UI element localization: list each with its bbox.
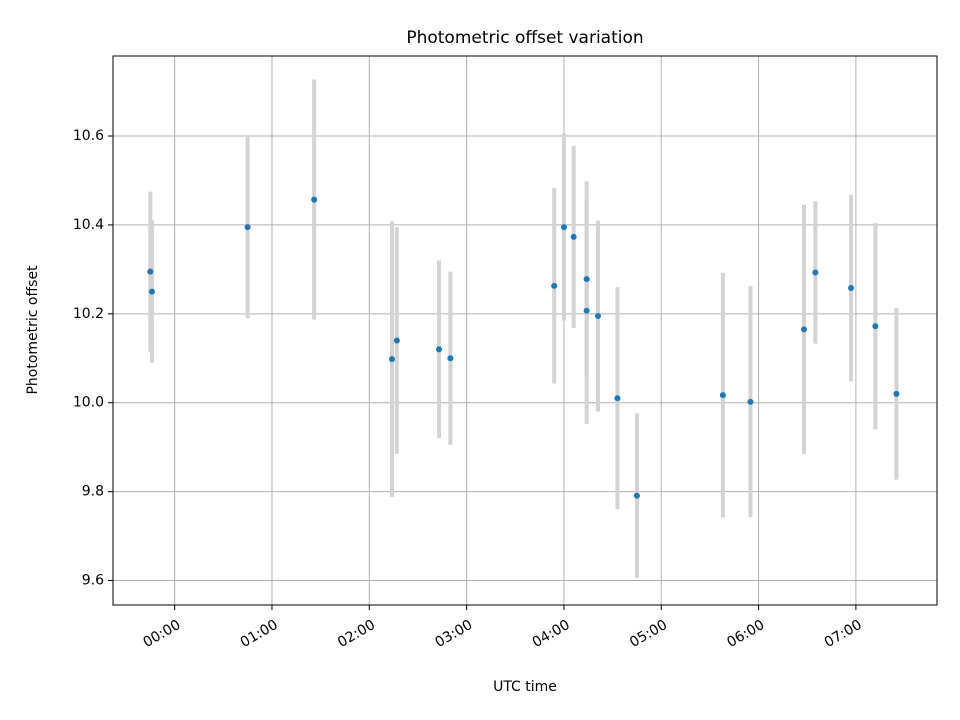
data-point [812,269,819,276]
x-tick-label: 04:00 [530,617,573,651]
y-axis-label: Photometric offset [25,265,41,395]
x-tick-label: 07:00 [822,617,865,651]
data-point [614,395,621,402]
data-point [388,356,395,363]
y-tick-label: 10.0 [73,395,104,411]
plot-frame [112,55,938,606]
data-point [800,326,807,333]
x-tick-label: 02:00 [335,617,378,651]
x-tick-label: 00:00 [140,617,183,651]
x-axis-label: UTC time [493,679,557,695]
y-tick-label: 10.4 [73,217,104,233]
y-tick-label: 9.8 [82,484,104,500]
axis-ticks: 00:00 01:00 02:00 03:00 04:00 05:00 06:00 07:00… [73,128,865,651]
data-point [148,288,155,295]
data-point [244,224,251,231]
data-point [872,323,879,330]
data-point [393,337,400,344]
y-tick-label: 10.2 [73,306,104,322]
y-tick-label: 9.6 [82,573,104,589]
data-point [311,196,318,203]
data-point [747,398,754,405]
data-point [583,276,590,283]
data-point [594,313,601,320]
data-point [436,346,443,353]
errorbars [148,79,899,578]
data-point [893,390,900,397]
data-point [848,285,855,292]
data-points [147,196,900,499]
data-point [551,282,558,289]
x-tick-label: 05:00 [627,617,670,651]
x-tick-label: 01:00 [238,617,281,651]
data-point [719,392,726,399]
data-point [633,492,640,499]
x-tick-label: 06:00 [724,617,767,651]
data-point [560,224,567,231]
data-point [570,233,577,240]
data-point [447,355,454,362]
chart-title: Photometric offset variation [406,28,643,48]
x-tick-label: 03:00 [432,617,475,651]
data-point [147,268,154,275]
data-point [583,307,590,314]
grid [113,56,937,605]
y-tick-label: 10.6 [73,128,104,144]
